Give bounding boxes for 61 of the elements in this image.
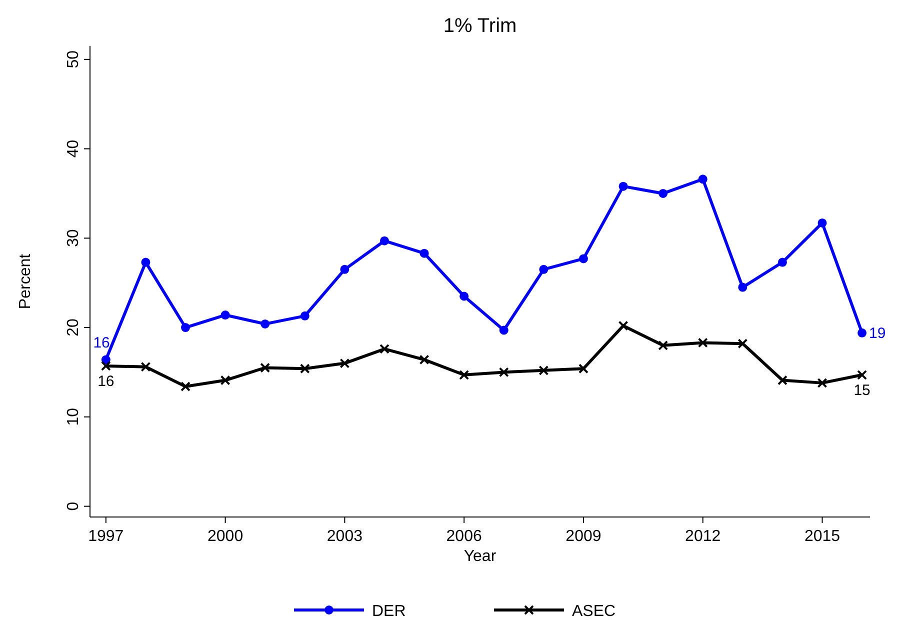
point [180, 382, 191, 392]
point [100, 360, 111, 371]
point [698, 338, 708, 348]
x-tick-label: 2000 [208, 528, 244, 545]
point [141, 258, 150, 267]
point [459, 370, 470, 380]
point [539, 264, 548, 274]
chart-title: 1% Trim [443, 15, 517, 37]
point [499, 326, 508, 335]
data-label: 16 [98, 372, 114, 390]
point [578, 364, 588, 374]
point [220, 310, 230, 320]
point [220, 375, 230, 386]
data-label: 19 [869, 324, 886, 342]
y-axis-title: Percent [17, 253, 34, 310]
y-tick-label: 10 [65, 408, 82, 426]
point [578, 254, 588, 264]
point [777, 375, 788, 386]
point [857, 370, 868, 380]
x-tick-label: 1997 [88, 528, 124, 545]
point [300, 364, 310, 374]
point [658, 340, 668, 350]
x-tick-label: 2009 [566, 528, 602, 545]
point [379, 344, 390, 354]
y-tick-label: 20 [65, 318, 82, 336]
y-tick-label: 0 [65, 502, 82, 511]
point [260, 319, 270, 328]
point [618, 320, 628, 331]
x-axis-title: Year [464, 548, 497, 565]
point [658, 188, 668, 198]
legend-label: DER [372, 603, 406, 620]
point [140, 362, 151, 372]
point [460, 292, 469, 301]
x-tick-label: 2012 [685, 528, 721, 545]
point [380, 236, 389, 246]
point [818, 218, 827, 228]
point [817, 378, 828, 388]
point [498, 367, 509, 378]
point [260, 362, 270, 373]
x-tick-label: 2015 [804, 528, 840, 545]
data-label: 16 [93, 334, 110, 352]
y-tick-label: 30 [65, 229, 82, 248]
point [618, 182, 628, 191]
legend-label: ASEC [572, 603, 616, 620]
point [738, 282, 748, 292]
point [778, 258, 787, 267]
point [698, 174, 708, 184]
point [420, 248, 429, 258]
y-tick-label: 40 [65, 140, 82, 158]
point [340, 264, 350, 274]
x-tick-label: 2006 [446, 528, 482, 545]
y-tick-label: 50 [65, 50, 82, 68]
point [300, 311, 310, 320]
point [738, 338, 748, 349]
point [340, 358, 350, 368]
x-tick-label: 2003 [326, 528, 363, 545]
point [538, 365, 549, 376]
data-label: 15 [854, 382, 870, 399]
point [181, 323, 190, 332]
point [419, 354, 430, 365]
point [858, 328, 867, 338]
